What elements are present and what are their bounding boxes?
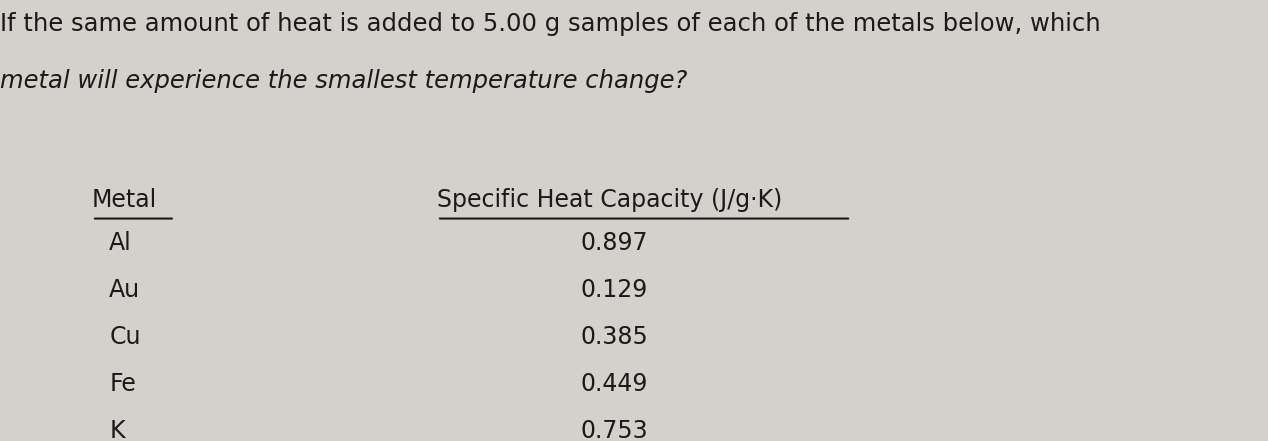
Text: If the same amount of heat is added to 5.00 g samples of each of the metals belo: If the same amount of heat is added to 5… [0,12,1101,36]
Text: Metal: Metal [93,188,157,212]
Text: Au: Au [109,278,141,302]
Text: K: K [109,419,124,441]
Text: 0.449: 0.449 [581,372,648,396]
Text: 0.897: 0.897 [581,231,648,255]
Text: 0.129: 0.129 [581,278,648,302]
Text: 0.753: 0.753 [581,419,648,441]
Text: metal will experience the smallest temperature change?: metal will experience the smallest tempe… [0,69,687,93]
Text: 0.385: 0.385 [581,325,648,349]
Text: Cu: Cu [109,325,141,349]
Text: Fe: Fe [109,372,136,396]
Text: Al: Al [109,231,132,255]
Text: Specific Heat Capacity (J/g·K): Specific Heat Capacity (J/g·K) [437,188,782,212]
